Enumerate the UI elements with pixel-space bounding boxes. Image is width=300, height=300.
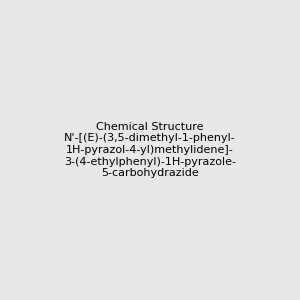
Text: Chemical Structure
N'-[(E)-(3,5-dimethyl-1-phenyl-
1H-pyrazol-4-yl)methylidene]-: Chemical Structure N'-[(E)-(3,5-dimethyl… [64,122,236,178]
